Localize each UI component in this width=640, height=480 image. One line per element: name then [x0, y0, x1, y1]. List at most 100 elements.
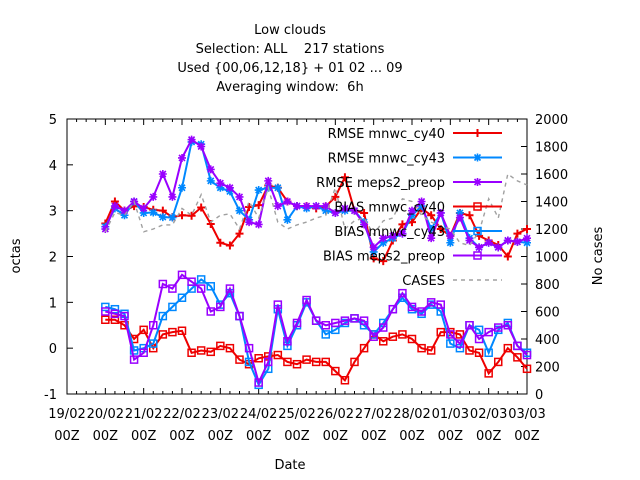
data-point — [168, 213, 177, 222]
legend-marker — [473, 226, 482, 236]
y-axis-label: octas — [9, 238, 24, 273]
data-point — [235, 229, 244, 238]
data-point — [178, 211, 186, 220]
data-point — [225, 241, 234, 250]
data-point — [522, 364, 532, 374]
data-point — [523, 234, 531, 243]
data-point — [359, 343, 369, 353]
data-point — [513, 353, 522, 362]
data-point — [369, 247, 378, 256]
y2-tick-label: 0 — [535, 388, 543, 403]
x-tick-label-hour: 00Z — [169, 429, 195, 444]
data-point — [311, 357, 321, 367]
x-tick-label-date: 24/02 — [240, 407, 277, 422]
data-point — [417, 197, 426, 206]
data-point — [340, 316, 350, 325]
data-point — [340, 173, 349, 182]
data-point — [158, 311, 168, 321]
x-tick-label-hour: 00Z — [93, 429, 119, 444]
x-axis: 19/02 00Z 20/02 00Z 21/02 00Z 22/02 00Z 23/02 00Z… — [48, 119, 546, 444]
data-point — [321, 330, 330, 339]
x-tick-label-date: 01/03 — [432, 407, 469, 422]
data-point — [197, 203, 206, 212]
data-point — [158, 213, 167, 222]
data-point — [513, 237, 522, 246]
data-point — [177, 270, 187, 280]
data-point — [436, 208, 445, 217]
data-point — [408, 206, 416, 215]
data-point — [254, 378, 263, 387]
data-point — [101, 302, 110, 312]
data-point — [426, 346, 436, 355]
data-point — [129, 355, 139, 364]
y2-tick-label: 1400 — [535, 196, 568, 211]
y2-tick-label: 1000 — [535, 251, 568, 266]
x-tick-label-date: 03/03 — [508, 407, 545, 422]
data-point — [331, 192, 340, 201]
data-point — [216, 179, 225, 188]
data-point — [407, 334, 417, 344]
data-point — [216, 238, 225, 247]
data-point — [455, 339, 465, 348]
data-point — [120, 311, 129, 321]
data-point — [484, 327, 493, 337]
data-point — [101, 225, 110, 233]
data-point — [292, 318, 302, 328]
legend-marker — [473, 251, 482, 260]
data-point — [206, 165, 215, 174]
y2-tick-label: 1600 — [535, 168, 568, 183]
data-point — [494, 323, 503, 332]
data-point — [187, 211, 196, 220]
y-tick-label: -1 — [44, 388, 57, 403]
data-point — [350, 206, 359, 215]
y2-tick-label: 1200 — [535, 223, 568, 238]
data-point — [293, 202, 301, 211]
data-point — [331, 208, 340, 217]
data-point — [283, 357, 292, 367]
data-point — [178, 183, 186, 192]
data-point — [455, 208, 464, 217]
data-point — [110, 315, 120, 324]
x-tick-label-hour: 00Z — [246, 429, 272, 444]
data-point — [436, 300, 445, 309]
data-point — [369, 243, 378, 252]
data-point — [168, 327, 177, 337]
data-point — [465, 321, 474, 330]
data-point — [264, 357, 273, 367]
chart-title: Low clouds Selection: ALL 217 stations U… — [177, 23, 402, 95]
data-point — [408, 211, 416, 220]
data-point — [235, 192, 244, 201]
x-tick-label-date: 22/02 — [163, 407, 200, 422]
data-point — [331, 318, 340, 328]
data-point — [503, 236, 512, 245]
data-point — [235, 206, 244, 215]
data-point — [513, 341, 522, 351]
y2-tick-label: 2000 — [535, 113, 568, 128]
data-point — [513, 229, 522, 238]
data-point — [398, 288, 407, 298]
data-point — [503, 252, 512, 261]
data-point — [369, 332, 378, 341]
data-point — [216, 302, 225, 312]
data-point — [446, 339, 455, 348]
data-point — [359, 316, 369, 325]
data-point — [196, 346, 206, 355]
x-tick-label-hour: 00Z — [399, 429, 425, 444]
data-point — [321, 321, 330, 330]
data-point — [178, 153, 186, 162]
data-point — [417, 307, 426, 316]
data-point — [321, 202, 330, 211]
data-point — [312, 202, 321, 211]
data-point — [101, 307, 110, 316]
data-point — [168, 284, 177, 293]
data-point — [139, 208, 148, 217]
data-point — [465, 236, 474, 245]
left-axis: -1 0 1 2 3 4 5 — [44, 113, 73, 403]
data-point — [196, 275, 206, 284]
data-point — [417, 202, 426, 211]
data-point — [197, 142, 206, 151]
data-point — [120, 206, 129, 215]
data-point — [235, 311, 244, 321]
series-rmse-meps2-preop — [101, 135, 531, 252]
legend: RMSE mnwc_cy40 RMSE mnwc_cy43 RMSE meps2_p… — [316, 127, 502, 289]
